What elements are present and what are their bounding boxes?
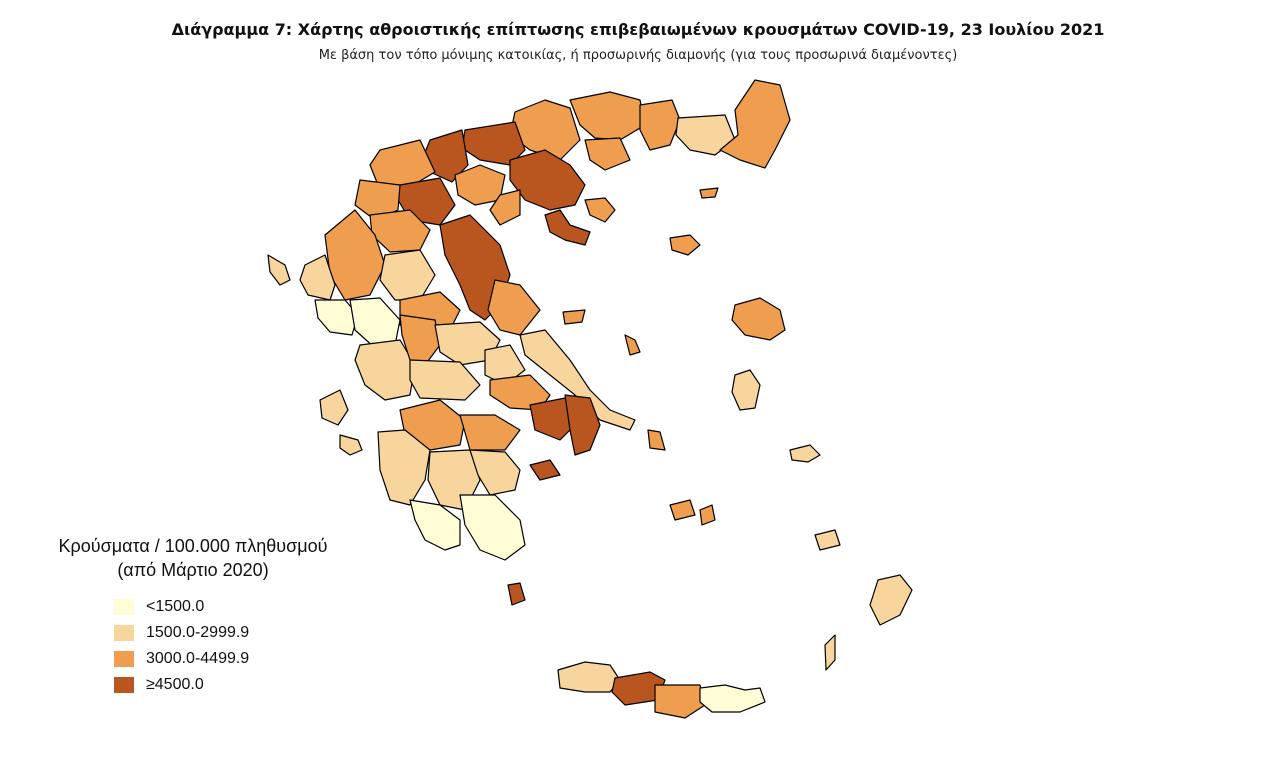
legend-items: <1500.0 1500.0-2999.9 3000.0-4499.9 ≥450… [114, 594, 358, 698]
map-subtitle: Με βάση τον τόπο μόνιμης κατοικίας, ή πρ… [318, 48, 958, 63]
legend-title: Κρούσματα / 100.000 πληθυσμού (από Μάρτι… [28, 534, 358, 582]
map-region [675, 114, 736, 156]
legend-label: 1500.0-2999.9 [146, 624, 250, 641]
legend-swatch [114, 651, 134, 667]
map-region [459, 414, 521, 451]
map-region [409, 359, 481, 401]
map-title: Διάγραμμα 7: Χάρτης αθροιστικής επίπτωση… [171, 20, 1105, 39]
map-region [569, 91, 646, 141]
map-region [469, 449, 521, 496]
map-region [562, 309, 586, 325]
map-region [647, 429, 666, 451]
map-region [584, 197, 616, 223]
legend-item: 1500.0-2999.9 [114, 620, 358, 646]
map-region [699, 187, 719, 199]
map-region [314, 299, 359, 336]
map-region [354, 339, 416, 401]
map-region [519, 329, 636, 431]
map-region [509, 149, 586, 211]
legend-item: <1500.0 [114, 594, 358, 620]
legend-swatch [114, 625, 134, 641]
map-region [487, 279, 541, 336]
map-region [719, 79, 791, 169]
map-region [584, 137, 631, 171]
map-region [731, 369, 761, 411]
map-region [869, 574, 913, 626]
map-region [731, 297, 786, 341]
legend-label: 3000.0-4499.9 [146, 650, 250, 667]
legend-item: 3000.0-4499.9 [114, 646, 358, 672]
map-region [379, 249, 436, 301]
map-region [814, 529, 841, 551]
map-region [489, 189, 521, 226]
legend-item: ≥4500.0 [114, 672, 358, 698]
map-region [339, 434, 363, 456]
map-region [824, 634, 836, 671]
map-region [267, 254, 291, 286]
map-region [789, 444, 821, 463]
map-region [624, 334, 641, 356]
map-region [409, 499, 461, 551]
map-region [654, 684, 706, 719]
legend-title-line2: (από Μάρτιο 2020) [117, 560, 269, 580]
legend-label: <1500.0 [146, 598, 205, 615]
map-region [529, 459, 561, 481]
map-region [699, 504, 716, 526]
legend-title-line1: Κρούσματα / 100.000 πληθυσμού [58, 536, 328, 556]
map-region [459, 494, 526, 561]
legend-swatch [114, 599, 134, 615]
legend-label: ≥4500.0 [146, 676, 204, 693]
map-region [564, 394, 601, 456]
map-region [319, 389, 349, 426]
map-region [507, 582, 526, 606]
map-region [639, 99, 681, 151]
map-region [669, 499, 696, 521]
map-region [544, 209, 591, 246]
map-region [699, 684, 766, 713]
map-legend: Κρούσματα / 100.000 πληθυσμού (από Μάρτι… [28, 534, 358, 698]
map-region [377, 429, 431, 506]
legend-swatch [114, 677, 134, 693]
map-region [557, 661, 621, 693]
map-region [669, 234, 701, 256]
